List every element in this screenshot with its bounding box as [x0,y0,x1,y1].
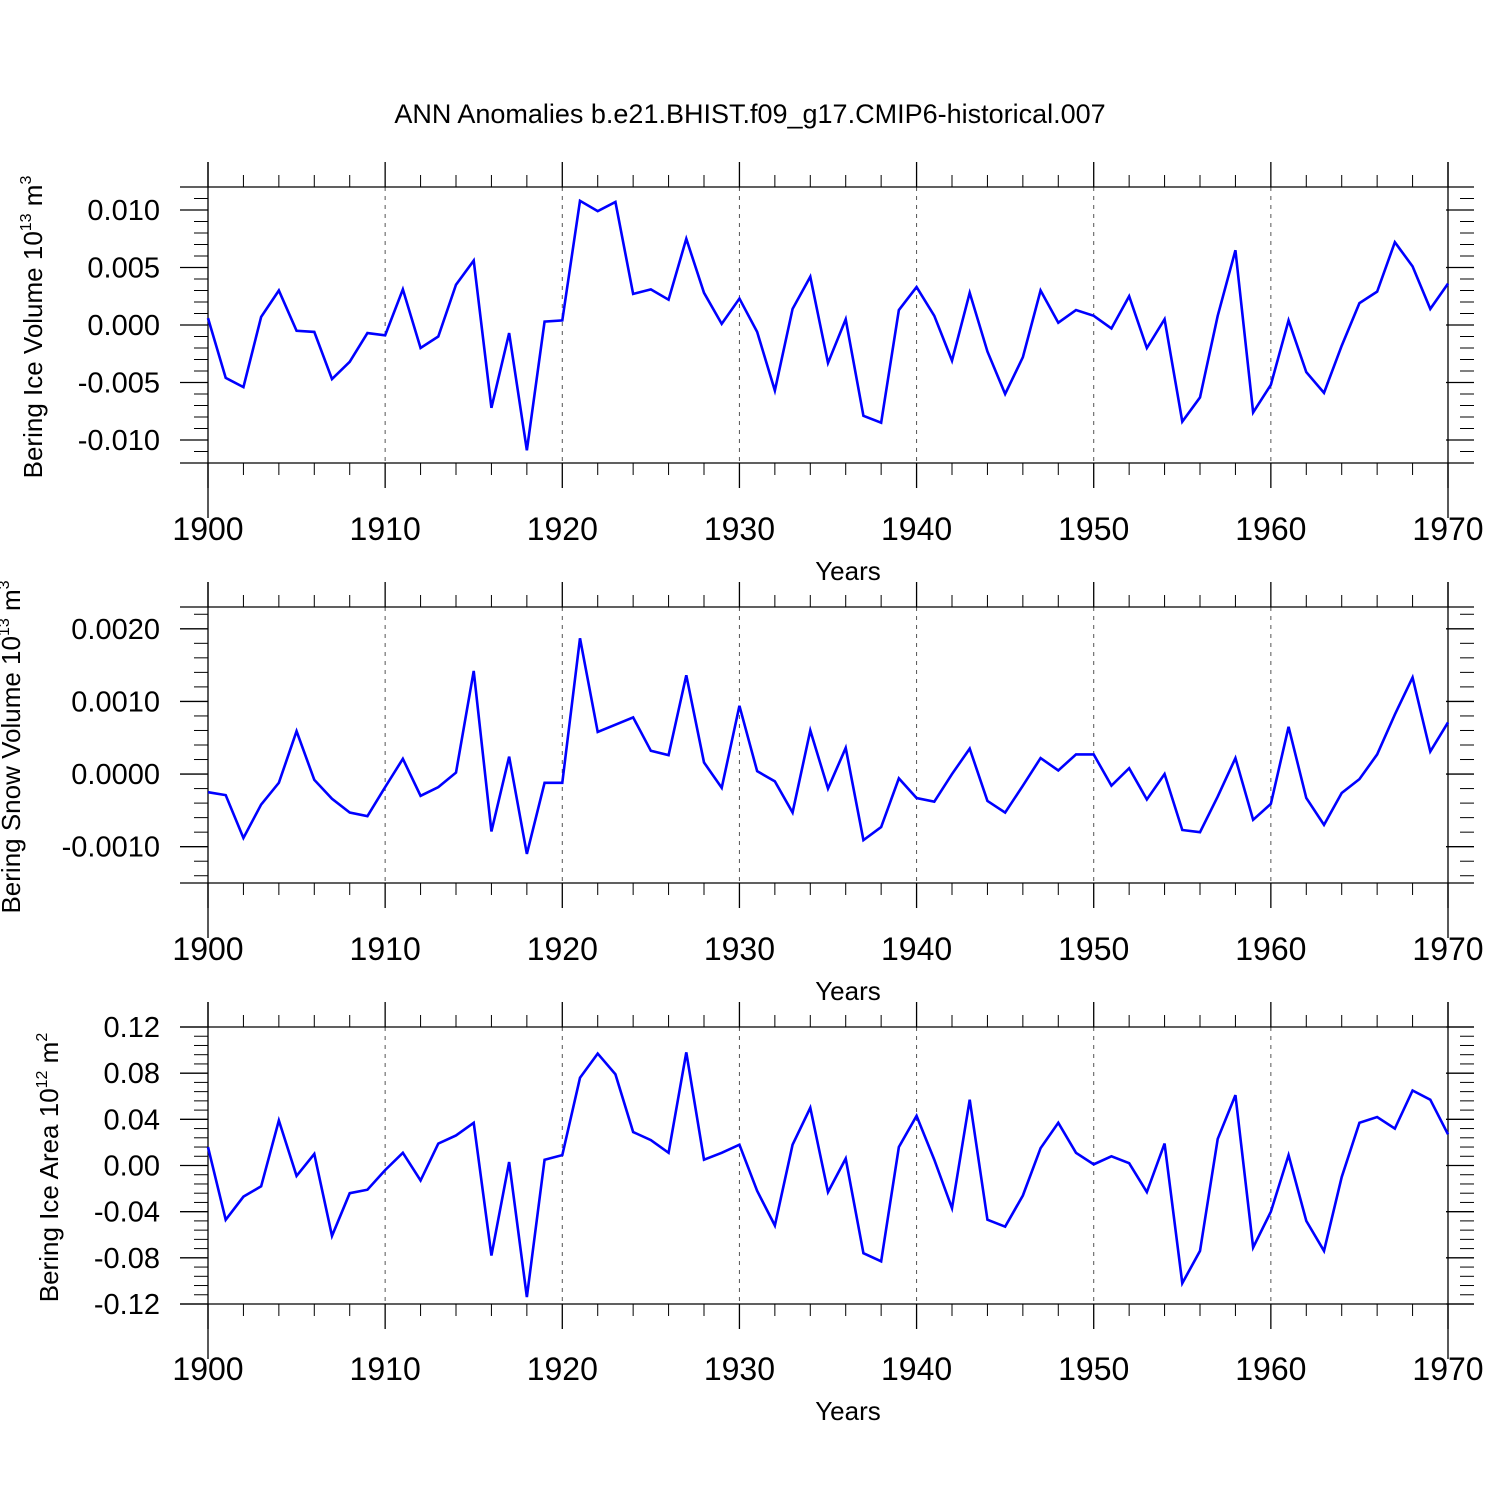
y-tick-label: 0.005 [87,253,160,285]
y-tick-label: 0.0010 [71,686,160,718]
x-tick-label: 1900 [172,931,243,967]
y-tick-label: -0.005 [78,368,160,400]
y-tick-label: 0.08 [104,1058,160,1090]
snow-volume-panel: -0.0010 0.0000 0.0010 0.0020 1900 1910 1920 193… [0,580,1484,1006]
chart-title: ANN Anomalies b.e21.BHIST.f09_g17.CMIP6-… [394,99,1105,129]
x-tick-label: 1900 [172,511,243,547]
x-tick-label: 1910 [350,511,421,547]
ice-area-panel: -0.12 -0.08 -0.04 0.00 0.04 0.08 0.12 1900 1910 1… [34,1002,1484,1426]
x-tick-label: 1970 [1412,1351,1483,1387]
x-tick-label: 1940 [881,511,952,547]
x-tick-label: 1930 [704,1351,775,1387]
x-tick-label: 1930 [704,511,775,547]
x-axis-title: Years [815,976,881,1006]
data-series-line [206,198,1450,451]
y-tick-label: 0.00 [104,1151,160,1183]
y-axis-title: Bering Ice Volume 1013 m3 [18,176,48,479]
x-tick-label: 1910 [350,1351,421,1387]
x-tick-label: 1950 [1058,1351,1129,1387]
x-tick-label: 1920 [527,511,598,547]
data-series-line [206,1051,1450,1298]
y-tick-label: 0.04 [104,1104,160,1136]
y-axis-title: Bering Snow Volume 1013 m3 [0,580,26,913]
x-tick-label: 1940 [881,1351,952,1387]
y-tick-label: -0.04 [94,1197,160,1229]
x-tick-label: 1970 [1412,931,1483,967]
x-tick-label: 1940 [881,931,952,967]
y-tick-label: 0.010 [87,195,160,227]
x-tick-label: 1960 [1235,1351,1306,1387]
y-tick-label: -0.010 [78,425,160,457]
y-axis-title: Bering Ice Area 1012 m2 [34,1033,64,1303]
y-tick-label: 0.12 [104,1012,160,1044]
x-tick-label: 1970 [1412,511,1483,547]
y-tick-label: -0.12 [94,1289,160,1321]
x-tick-label: 1930 [704,931,775,967]
x-tick-label: 1910 [350,931,421,967]
data-series-line [207,637,1450,855]
x-tick-label: 1920 [527,931,598,967]
x-tick-label: 1920 [527,1351,598,1387]
ice-volume-panel: -0.010 -0.005 0.000 0.005 0.010 1900 1910 1920 1… [18,162,1484,586]
y-tick-label: 0.0020 [71,614,160,646]
x-tick-label: 1950 [1058,511,1129,547]
y-tick-label: -0.0010 [62,832,160,864]
x-axis-title: Years [815,1396,881,1426]
x-tick-label: 1960 [1235,931,1306,967]
y-tick-label: 0.000 [87,310,160,342]
x-tick-label: 1950 [1058,931,1129,967]
y-tick-label: -0.08 [94,1243,160,1275]
x-tick-label: 1960 [1235,511,1306,547]
x-tick-label: 1900 [172,1351,243,1387]
y-tick-label: 0.0000 [71,759,160,791]
x-axis-title: Years [815,556,881,586]
